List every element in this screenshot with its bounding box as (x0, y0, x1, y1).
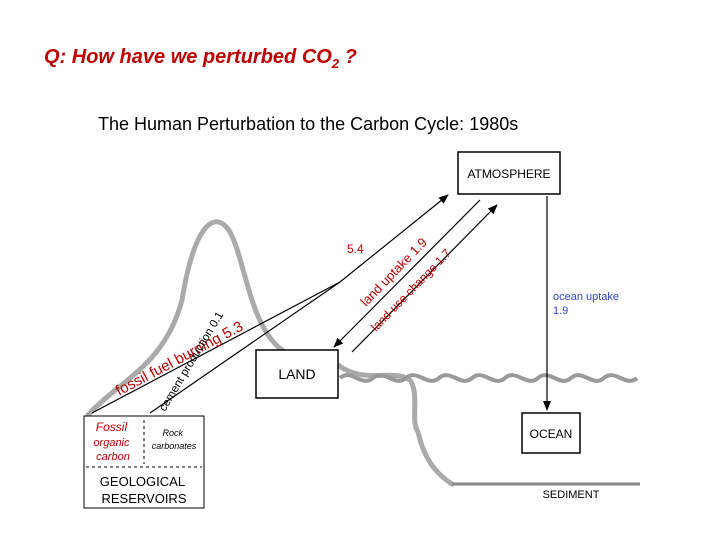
atmosphere-label: ATMOSPHERE (467, 167, 550, 181)
fossil-organic-carbon-label: Fossil organic carbon (93, 420, 132, 463)
carbon-word: carbon (96, 451, 130, 463)
cement-flux-line (149, 281, 341, 414)
ocean-uptake-label: ocean uptake 1.9 (553, 291, 622, 317)
land-use-change-arrow (351, 204, 498, 353)
emissions-to-atmosphere-arrow (339, 194, 449, 283)
question-text: Q: How have we perturbed CO (44, 46, 332, 68)
rock-carbonates-label: Rock carbonates (152, 428, 197, 451)
land-uptake-arrow (333, 199, 481, 348)
diagram-subtitle: The Human Perturbation to the Carbon Cyc… (98, 114, 519, 134)
reservoirs-word: RESERVOIRS (101, 491, 186, 506)
ocean-label: OCEAN (530, 427, 573, 441)
total-emission-value: 5.4 (347, 242, 364, 256)
ocean-uptake-text: ocean uptake (553, 291, 619, 303)
question-title: Q: How have we perturbed CO2 ? (44, 46, 357, 71)
geological-word: GEOLOGICAL (100, 474, 185, 489)
carbonates-word: carbonates (152, 441, 197, 451)
ocean-uptake-value: 1.9 (553, 305, 568, 317)
atmosphere-box: ATMOSPHERE (457, 151, 561, 195)
sediment-label: SEDIMENT (543, 489, 600, 501)
ocean-box: OCEAN (521, 412, 581, 454)
ocean-surface-wave (338, 373, 639, 383)
geological-reservoir-box: Fossil organic carbon Rock carbonates GE… (83, 415, 205, 509)
fossil-fuel-flux-line (91, 281, 341, 414)
fossil-hill-curve (85, 219, 288, 418)
question-suffix: ? (339, 46, 357, 68)
fossil-word: Fossil (96, 420, 128, 434)
geological-reservoirs-label: GEOLOGICAL RESERVOIRS (100, 474, 188, 506)
land-label: LAND (278, 366, 315, 382)
question-subscript: 2 (331, 56, 340, 71)
organic-word: organic (93, 437, 130, 449)
coast-curve (335, 362, 455, 487)
rock-word: Rock (162, 428, 183, 438)
land-box: LAND (255, 349, 339, 399)
